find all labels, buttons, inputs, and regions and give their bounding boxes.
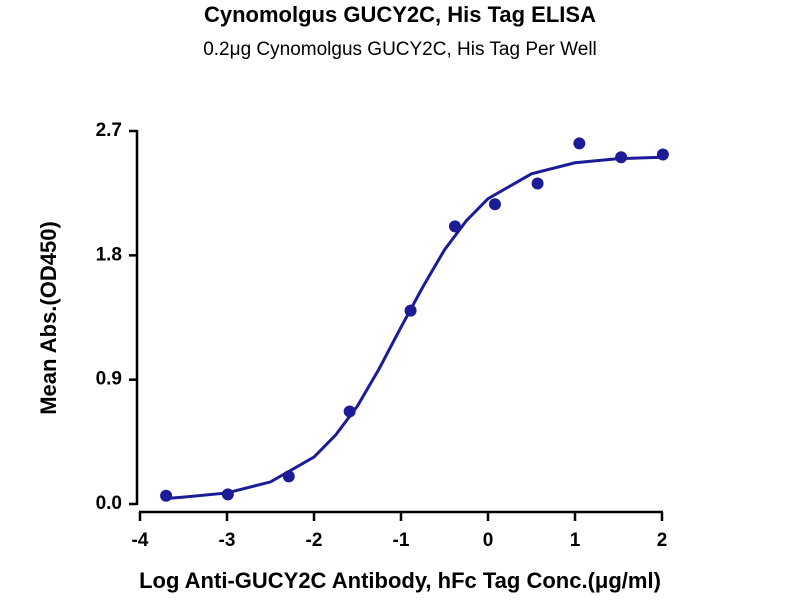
y-axis-label: Mean Abs.(OD450) — [36, 221, 61, 415]
data-point — [488, 198, 501, 211]
y-tick-label: 0.0 — [96, 493, 122, 514]
x-tick-label: -4 — [132, 530, 149, 551]
x-tick-label: -1 — [393, 530, 410, 551]
y-tick-label: 2.7 — [96, 120, 122, 141]
x-tick-label: 1 — [570, 530, 581, 551]
chart-subtitle: 0.2μg Cynomolgus GUCY2C, His Tag Per Wel… — [203, 39, 597, 60]
fit-curve — [165, 155, 663, 500]
chart-title: Cynomolgus GUCY2C, His Tag ELISA — [204, 2, 596, 27]
data-point — [160, 489, 173, 502]
x-tick-label: 0 — [483, 530, 494, 551]
data-point — [573, 137, 586, 150]
x-tick-label: -3 — [219, 530, 236, 551]
x-tick-label: 2 — [657, 530, 668, 551]
y-tick-label: 1.8 — [96, 244, 122, 265]
y-tick-label: 0.9 — [96, 369, 122, 390]
x-tick-label: -2 — [306, 530, 323, 551]
data-point — [531, 177, 544, 190]
x-axis-label: Log Anti-GUCY2C Antibody, hFc Tag Conc.(… — [139, 568, 661, 593]
data-point — [448, 220, 461, 233]
